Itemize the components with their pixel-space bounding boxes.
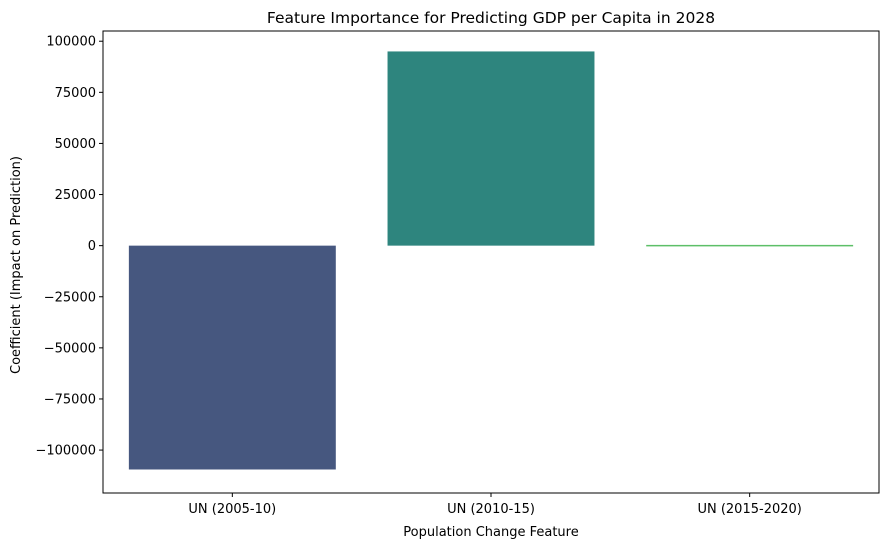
y-tick-label: −100000 — [35, 444, 96, 459]
x-axis-title: Population Change Feature — [403, 525, 578, 540]
x-tick-label: UN (2005-10) — [188, 502, 276, 517]
bar-un-2005-10 — [128, 245, 336, 470]
bar-un-2015-2020 — [646, 244, 854, 247]
y-tick-label: −75000 — [44, 392, 96, 407]
bar-un-2010-15 — [387, 51, 595, 246]
x-tick-label: UN (2015-2020) — [697, 502, 801, 517]
y-tick-label: 0 — [88, 239, 96, 254]
y-tick-label: −25000 — [44, 290, 96, 305]
y-tick-label: 100000 — [46, 35, 96, 50]
y-axis: −100000 −75000 −50000 −25000 0 25000 50000 7500… — [35, 35, 103, 459]
x-tick-label: UN (2010-15) — [447, 502, 535, 517]
x-axis: UN (2005-10) UN (2010-15) UN (2015-2020) — [188, 493, 802, 517]
y-axis-title: Coefficient (Impact on Prediction) — [9, 156, 24, 374]
y-tick-label: 25000 — [55, 188, 96, 203]
plot-area — [128, 51, 854, 470]
y-tick-label: 50000 — [55, 137, 96, 152]
y-tick-label: 75000 — [55, 86, 96, 101]
y-tick-label: −50000 — [44, 341, 96, 356]
chart-title: Feature Importance for Predicting GDP pe… — [267, 9, 715, 27]
